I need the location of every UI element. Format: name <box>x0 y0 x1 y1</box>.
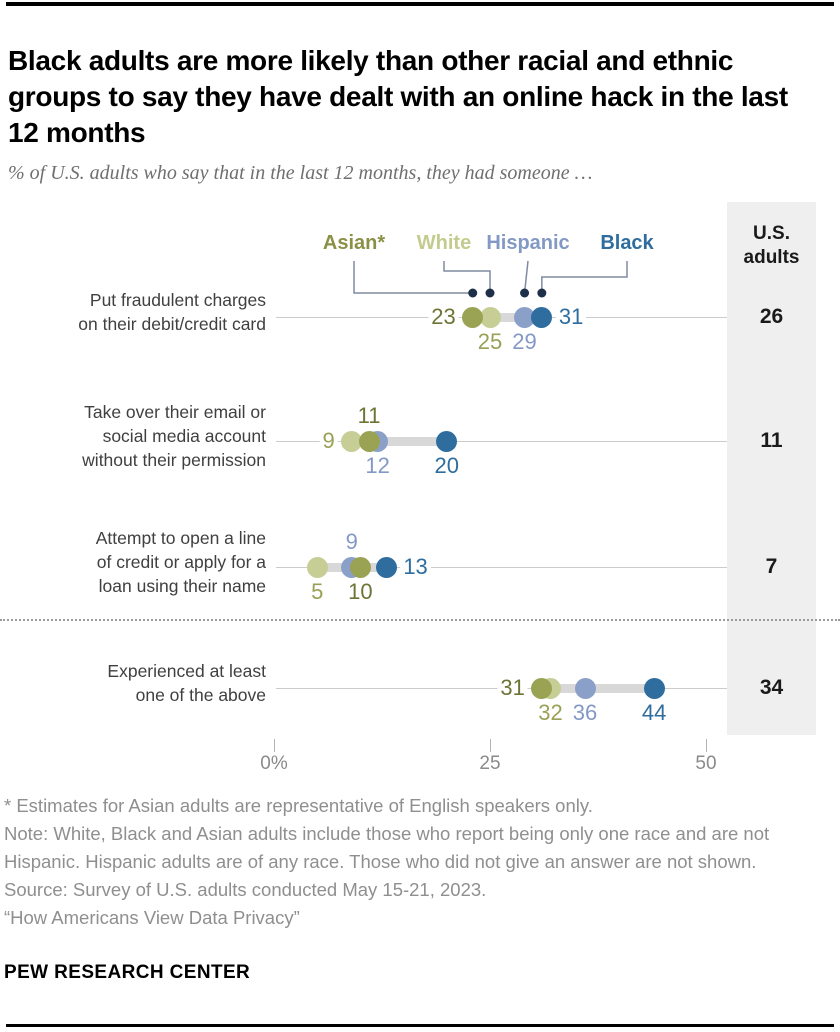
value-label-asian: 11 <box>357 403 381 428</box>
dot-black <box>436 430 458 452</box>
value-label-white: 5 <box>311 579 324 604</box>
dot-asian <box>531 677 553 699</box>
bottom-divider <box>6 1024 834 1027</box>
row-label: Put fraudulent charges on their debit/cr… <box>78 290 266 334</box>
value-label-white: 9 <box>319 428 338 454</box>
axis-tick <box>274 739 275 752</box>
us-adults-column-header: U.S. adults <box>743 223 800 268</box>
row-label: Experienced at least one of the above <box>107 661 266 705</box>
row-label: Take over their email or social media ac… <box>82 402 266 470</box>
value-label-asian: 10 <box>348 579 373 604</box>
connector-endpoint-white <box>485 288 495 298</box>
connector-endpoint-asian <box>468 288 478 298</box>
connector-line-white <box>443 261 491 293</box>
axis-tick-label: 50 <box>695 753 717 774</box>
axis-tick <box>706 739 707 752</box>
dot-hispanic <box>514 306 536 328</box>
pew-research-center-logo-text: PEW RESEARCH CENTER <box>4 962 251 983</box>
us-adults-value: 26 <box>759 305 784 328</box>
dot-hispanic <box>574 677 596 699</box>
axis-tick <box>490 739 491 752</box>
connector-line-black <box>541 261 628 293</box>
value-label-black: 13 <box>400 554 431 580</box>
dot-asian <box>358 430 380 452</box>
footnote-report-title: “How Americans View Data Privacy” <box>4 907 300 928</box>
value-label-white: 32 <box>538 700 563 725</box>
legend-label-black: Black <box>600 232 654 254</box>
dot-asian <box>349 556 371 578</box>
value-label-white: 25 <box>477 329 503 354</box>
row-baseline <box>276 567 727 568</box>
row-baseline <box>276 441 727 442</box>
axis-tick-label: 25 <box>479 753 501 774</box>
value-label-asian: 23 <box>428 304 459 330</box>
connector-line-asian <box>353 261 473 294</box>
section-divider-dotted <box>0 619 840 621</box>
dot-asian <box>462 306 484 328</box>
range-bar <box>351 436 447 446</box>
top-divider <box>6 2 834 6</box>
range-bar <box>541 683 655 693</box>
footnote-note: Note: White, Black and Asian adults incl… <box>4 823 770 872</box>
chart-title: Black adults are more likely than other … <box>8 44 788 148</box>
dot-white <box>479 306 501 328</box>
dot-black <box>643 677 665 699</box>
legend-label-asian: Asian* <box>322 232 386 254</box>
row-label: Attempt to open a line of credit or appl… <box>95 528 266 596</box>
connector-line-hispanic <box>523 260 529 294</box>
value-label-hispanic: 29 <box>512 329 537 354</box>
chart-subtitle: % of U.S. adults who say that in the las… <box>8 162 593 184</box>
legend-label-hispanic: Hispanic <box>486 232 570 254</box>
value-label-hispanic: 9 <box>345 529 358 554</box>
dot-white <box>306 556 328 578</box>
connector-endpoint-black <box>537 288 547 298</box>
us-adults-value: 34 <box>759 676 784 699</box>
value-label-black: 20 <box>434 453 460 478</box>
value-label-hispanic: 12 <box>365 453 390 478</box>
value-label-black: 31 <box>555 304 587 330</box>
us-adults-value: 7 <box>765 555 778 578</box>
us-adults-column: U.S. adults 26 11 7 34 <box>727 202 816 735</box>
value-label-black: 44 <box>641 700 667 725</box>
range-bar <box>472 312 542 322</box>
connector-endpoint-hispanic <box>520 288 530 298</box>
dot-white <box>341 430 363 452</box>
dot-black <box>531 306 553 328</box>
us-adults-value: 11 <box>760 429 783 452</box>
value-label-hispanic: 36 <box>572 700 598 725</box>
value-label-asian: 31 <box>497 675 528 701</box>
axis-tick-label: 0% <box>260 753 288 774</box>
legend-label-white: White <box>416 232 472 254</box>
dot-black <box>375 556 397 578</box>
footnote-asterisk: * Estimates for Asian adults are represe… <box>4 795 593 816</box>
footnote-source: Source: Survey of U.S. adults conducted … <box>4 879 487 900</box>
footnotes: * Estimates for Asian adults are represe… <box>4 792 826 932</box>
